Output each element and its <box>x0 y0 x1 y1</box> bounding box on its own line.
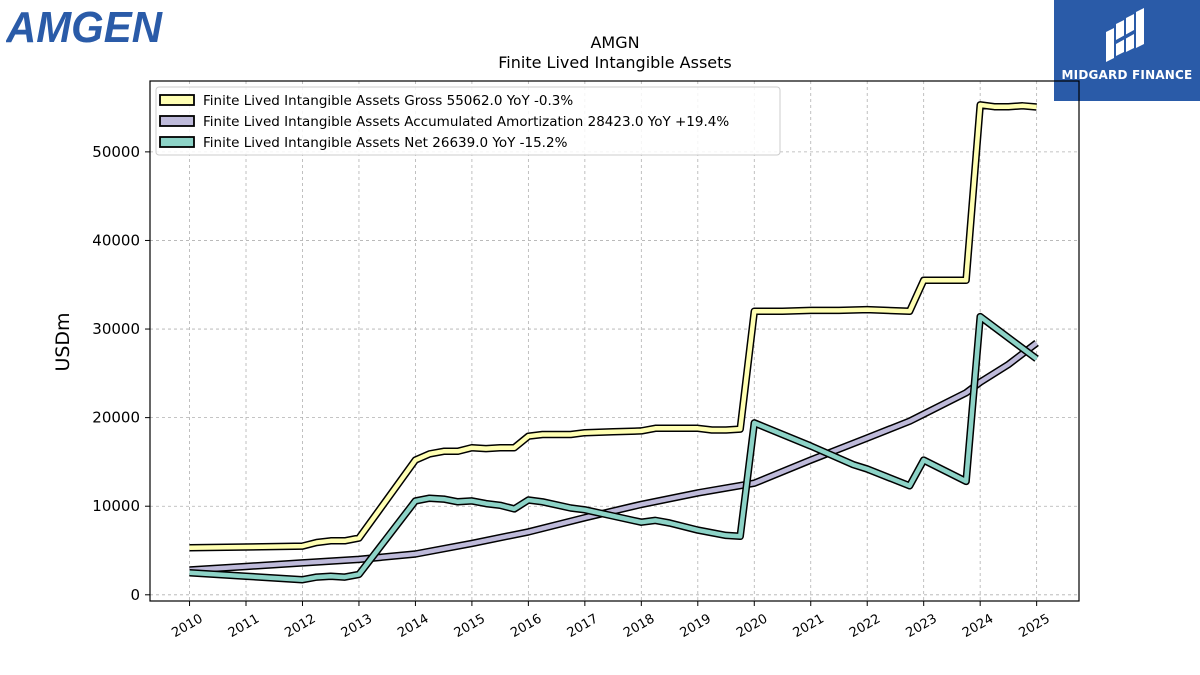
legend-label-1: Finite Lived Intangible Assets Accumulat… <box>203 114 729 130</box>
x-tick-label: 2019 <box>678 611 714 641</box>
x-axis-ticks: 2010 2011 2012 2013 2014 2015 2016 2017 2018 2019… <box>169 601 1053 641</box>
x-tick-label: 2018 <box>621 611 657 641</box>
x-tick-label: 2022 <box>847 611 883 641</box>
legend-label-2: Finite Lived Intangible Assets Net 26639… <box>203 135 568 151</box>
legend-box <box>155 86 781 156</box>
y-tick-label: 0 <box>130 586 140 604</box>
series-line-0 <box>189 102 1037 551</box>
amgen-logo: AMGEN <box>6 4 163 46</box>
chart-subtitle: Finite Lived Intangible Assets <box>498 53 731 72</box>
legend-label-0: Finite Lived Intangible Assets Gross 550… <box>203 93 573 109</box>
y-axis-ticks: 0 10000 20000 30000 40000 50000 <box>92 143 150 604</box>
y-tick-label: 40000 <box>92 231 140 249</box>
series-line-2 <box>189 314 1038 582</box>
x-tick-label: 2015 <box>452 611 488 641</box>
grid <box>150 81 1079 601</box>
midgard-emblem-icon <box>1106 8 1144 62</box>
series-line-1 <box>189 341 1038 573</box>
x-tick-label: 2025 <box>1016 611 1052 641</box>
x-tick-label: 2020 <box>734 611 770 641</box>
x-tick-label: 2012 <box>282 611 318 641</box>
y-tick-label: 10000 <box>92 497 140 515</box>
y-tick-label: 30000 <box>92 320 140 338</box>
series-outline-1 <box>189 340 1039 574</box>
y-tick-label: 50000 <box>92 143 140 161</box>
x-tick-label: 2011 <box>226 611 262 641</box>
amgen-logo-text: AMGEN <box>6 4 163 46</box>
midgard-finance-text: MIDGARD FINANCE <box>1061 68 1193 82</box>
legend: Finite Lived Intangible Assets Gross 550… <box>155 86 781 156</box>
x-tick-label: 2013 <box>339 611 375 641</box>
legend-swatch-2 <box>159 136 195 148</box>
series-group <box>189 101 1039 584</box>
x-tick-label: 2024 <box>960 611 996 641</box>
legend-swatch-1 <box>159 115 195 127</box>
y-axis-label: USDm <box>52 312 74 371</box>
x-tick-label: 2010 <box>169 611 205 641</box>
midgard-finance-logo: MIDGARD FINANCE <box>1054 0 1200 101</box>
legend-swatch-0 <box>159 94 195 106</box>
chart-title: AMGN <box>590 33 639 52</box>
x-tick-label: 2021 <box>791 611 827 641</box>
plot-frame <box>149 80 1080 602</box>
y-tick-label: 20000 <box>92 409 140 427</box>
x-tick-label: 2023 <box>904 611 940 641</box>
x-tick-label: 2016 <box>508 611 544 641</box>
x-tick-label: 2014 <box>395 611 431 641</box>
x-tick-label: 2017 <box>565 611 601 641</box>
